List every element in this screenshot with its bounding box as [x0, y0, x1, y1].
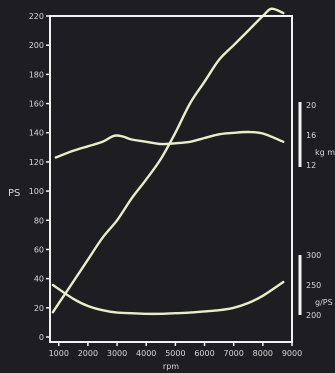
- plot-frame: [49, 15, 293, 343]
- consumption-axis-label: g/PS h: [315, 298, 335, 307]
- x-tick-label: 7000: [224, 349, 244, 358]
- torque-tick-label: 12: [306, 161, 316, 170]
- left-tick-label: 80: [34, 216, 44, 225]
- left-tick-label: 140: [29, 129, 44, 138]
- x-tick-label: 2000: [78, 349, 98, 358]
- left-tick-label: 200: [29, 41, 44, 50]
- x-tick-label: 1000: [49, 349, 69, 358]
- series-layer: [51, 7, 285, 316]
- x-axis-ticks: 1000 2000 3000 4000 5000 6000 7000 8000 9000: [49, 342, 302, 358]
- power-curve: [51, 7, 285, 314]
- x-axis-label: rpm: [163, 362, 179, 371]
- left-tick-label: 100: [29, 187, 44, 196]
- left-tick-label: 60: [34, 245, 44, 254]
- x-tick-label: 3000: [107, 349, 127, 358]
- left-axis-ticks: 0 20 40 60 80 100 120 140 160 180 200 220: [29, 12, 50, 342]
- consumption-tick-label: 200: [306, 311, 321, 320]
- x-tick-label: 6000: [194, 349, 214, 358]
- x-tick-label: 5000: [165, 349, 185, 358]
- left-tick-label: 40: [34, 275, 44, 284]
- torque-tick-label: 16: [306, 131, 316, 140]
- left-tick-label: 220: [29, 12, 44, 21]
- consumption-tick-label: 250: [306, 281, 321, 290]
- left-tick-label: 120: [29, 158, 44, 167]
- left-axis-label: PS: [8, 188, 20, 199]
- consumption-curve: [51, 280, 285, 316]
- x-tick-label: 9000: [282, 349, 302, 358]
- left-tick-label: 20: [34, 304, 44, 313]
- torque-tick-label: 20: [306, 101, 316, 110]
- torque-curve: [54, 130, 285, 159]
- x-tick-label: 8000: [253, 349, 273, 358]
- left-tick-label: 0: [39, 333, 44, 342]
- torque-axis-ticks: 12 16 20: [306, 101, 316, 170]
- x-tick-label: 4000: [136, 349, 156, 358]
- left-tick-label: 160: [29, 100, 44, 109]
- consumption-axis-ticks: 200 250 300: [306, 251, 321, 320]
- left-tick-label: 180: [29, 70, 44, 79]
- torque-axis-label: kg m: [315, 148, 335, 157]
- consumption-tick-label: 300: [306, 251, 321, 260]
